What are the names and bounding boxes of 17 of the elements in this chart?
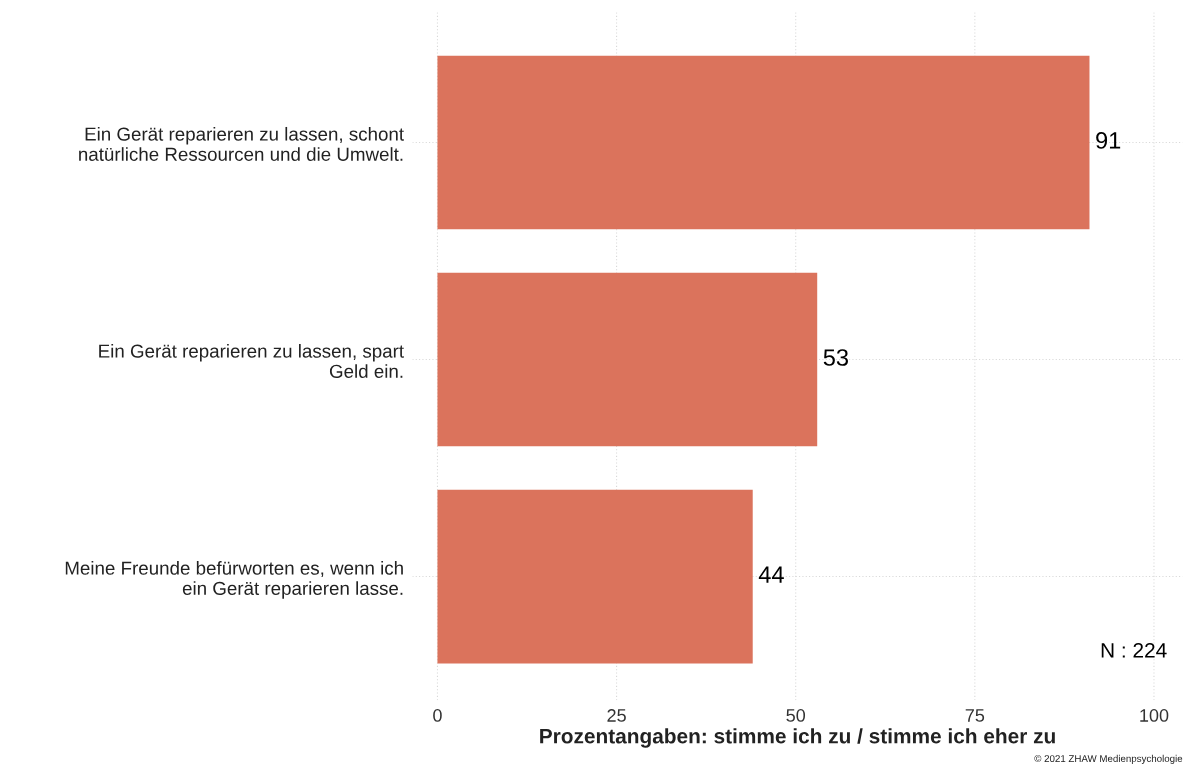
x-tick-label: 0 xyxy=(433,709,442,722)
y-tick-label: Meine Freunde befürworten es, wenn ich ein Gerät reparieren lasse. xyxy=(65,561,403,599)
data-label: 91 xyxy=(1096,132,1121,149)
bar xyxy=(437,272,818,447)
x-tick-label: 75 xyxy=(965,709,985,722)
data-label: 44 xyxy=(758,566,784,583)
bar xyxy=(437,489,753,664)
y-tick-label: Ein Gerät reparieren zu lassen, spart Geld ein. xyxy=(99,343,404,378)
annotation: N : 224 xyxy=(1101,642,1167,658)
x-tick-label: 100 xyxy=(1140,709,1169,722)
data-label: 53 xyxy=(823,349,848,366)
x-tick-label: 25 xyxy=(607,709,626,722)
bar xyxy=(437,55,1090,230)
x-tick-label: 50 xyxy=(786,709,806,722)
y-tick-label: Ein Gerät reparieren zu lassen, schont natürliche Ressourcen und die Umwelt. xyxy=(79,126,404,161)
x-axis-title: Prozentangaben: stimme ich zu / stimme ich eher zu xyxy=(540,728,1055,748)
text: © 2021 ZHAW Medienpsychologie xyxy=(1034,754,1183,764)
